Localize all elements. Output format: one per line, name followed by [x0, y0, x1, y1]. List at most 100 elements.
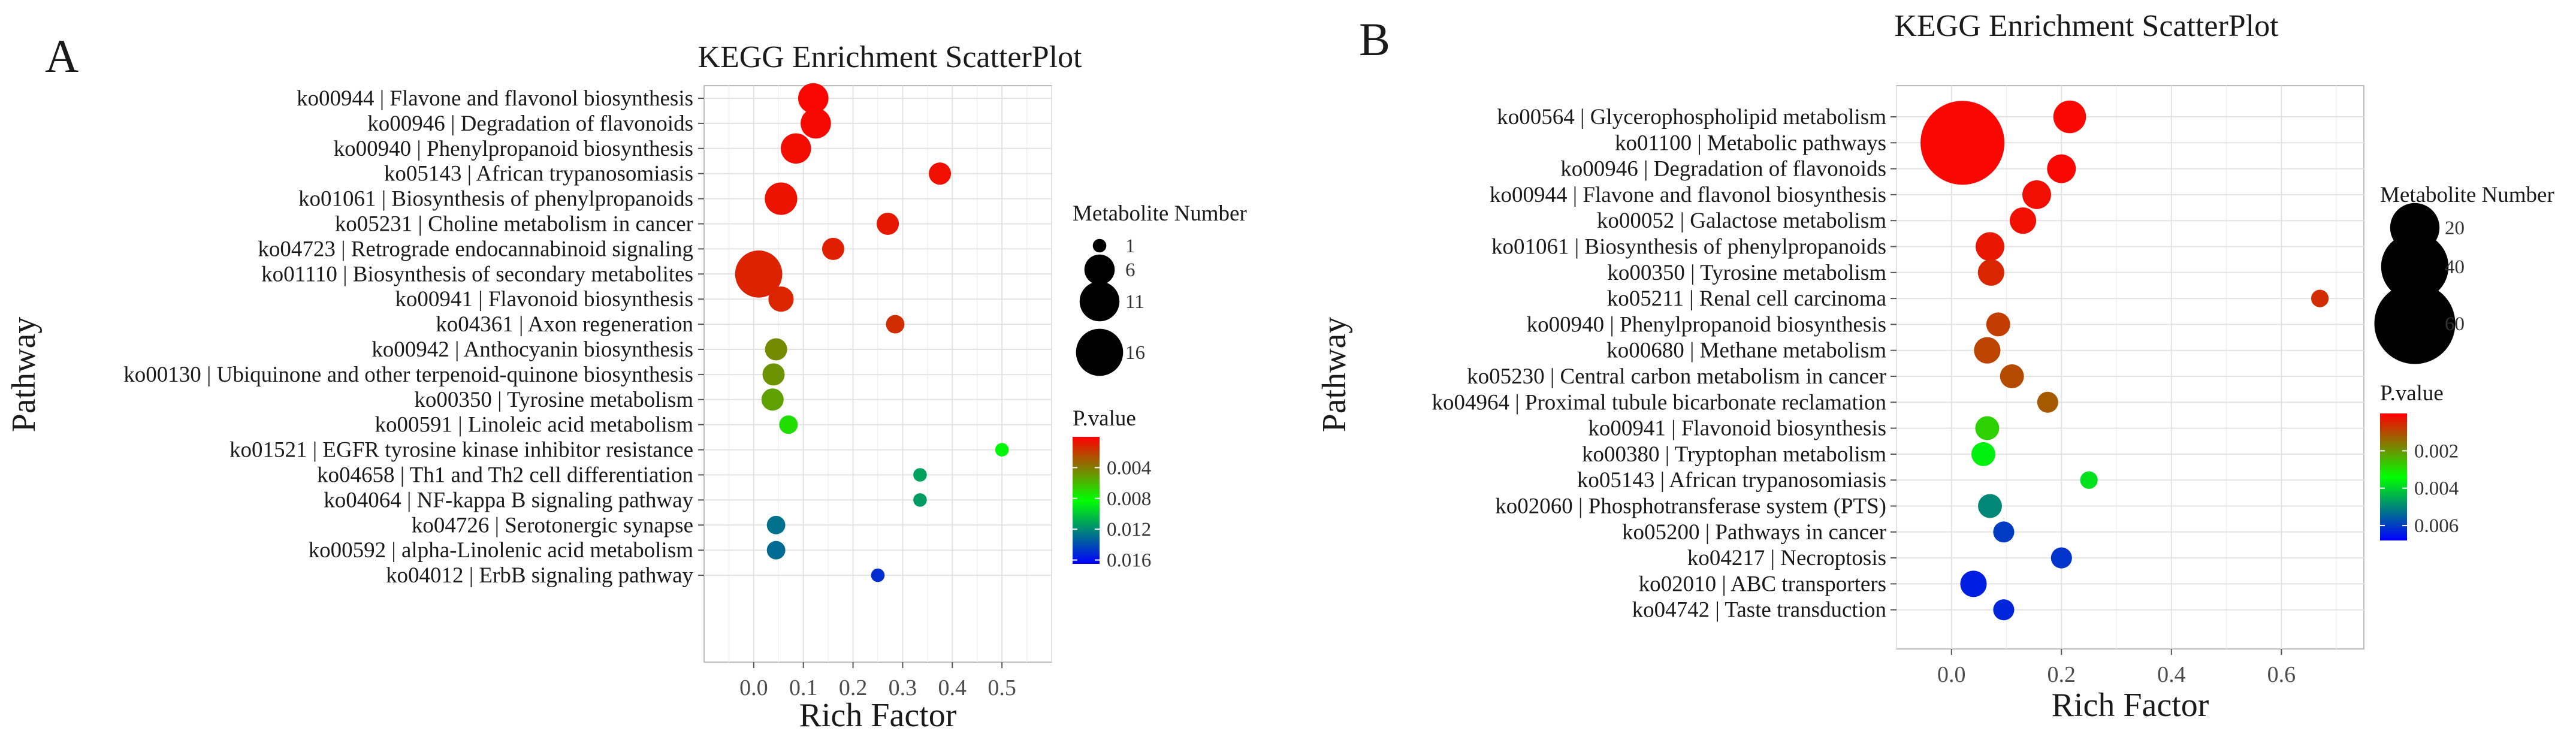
pathway-label: ko00052 | Galactose metabolism [1597, 209, 1886, 233]
pathway-label: ko00946 | Degradation of flavonoids [1560, 157, 1886, 182]
data-point [765, 338, 787, 361]
data-point [779, 415, 798, 434]
x-axis-title: Rich Factor [799, 697, 957, 734]
pathway-label: ko00944 | Flavone and flavonol biosynthe… [297, 86, 693, 111]
data-point [766, 515, 786, 534]
pathway-label: ko04964 | Proximal tubule bicarbonate re… [1432, 390, 1887, 415]
color-legend-label: 0.004 [2414, 478, 2459, 500]
data-point [1974, 337, 2001, 364]
pathway-label: ko05200 | Pathways in cancer [1622, 520, 1886, 545]
data-point [822, 237, 844, 260]
panel-b: 0.0 0.2 0.4 0.6 ko00564 | Glycerophospholipi… [1316, 9, 2554, 724]
data-point [2080, 471, 2098, 489]
data-point [1993, 521, 2015, 543]
pathway-label: ko02010 | ABC transporters [1639, 572, 1886, 596]
pathway-label: ko00350 | Tyrosine metabolism [414, 388, 693, 412]
data-point [913, 468, 927, 482]
pathway-label: ko00941 | Flavonoid biosynthesis [1588, 416, 1886, 441]
pathway-label: ko04723 | Retrograde endocannabinoid sig… [258, 237, 693, 261]
data-point [995, 443, 1009, 457]
pathway-label: ko00380 | Tryptophan metabolism [1582, 442, 1886, 467]
panel-letter-b: B [1359, 13, 1390, 65]
color-legend-title: P.value [2380, 381, 2444, 406]
size-legend-dot [1092, 238, 1107, 253]
pathway-label: ko04742 | Taste transduction [1632, 598, 1886, 623]
panel-a: 0.0 0.1 0.2 0.3 0.4 0.5 ko00944 | Flavone and … [5, 40, 1247, 734]
data-point [2053, 100, 2086, 134]
size-legend-label: 1 [1125, 235, 1136, 257]
x-tick-label: 0.5 [987, 675, 1016, 700]
size-legend-dot [1076, 328, 1124, 376]
size-legend-label: 60 [2445, 313, 2465, 335]
data-point [1975, 416, 2000, 440]
data-point [1978, 494, 2002, 518]
data-point [766, 540, 786, 560]
pathway-label: ko04064 | NF-kappa B signaling pathway [324, 488, 693, 512]
pathway-label: ko05211 | Renal cell carcinoma [1607, 286, 1886, 311]
size-legend-title: Metabolite Number [2380, 183, 2554, 207]
data-point [2311, 289, 2329, 307]
size-legend-title: Metabolite Number [1073, 201, 1247, 226]
pathway-label: ko00940 | Phenylpropanoid biosynthesis [1527, 312, 1886, 337]
data-point [1993, 599, 2015, 621]
data-point [2000, 364, 2024, 388]
x-tick-label: 0.4 [2157, 662, 2186, 687]
pathway-label: ko00940 | Phenylpropanoid biosynthesis [334, 137, 693, 161]
pathway-label: ko00591 | Linoleic acid metabolism [375, 413, 694, 437]
data-point [798, 83, 829, 114]
pathway-label: ko04012 | ErbB signaling pathway [386, 563, 694, 588]
size-legend-dot [1079, 281, 1120, 322]
data-point [1986, 312, 2010, 337]
color-legend-title: P.value [1073, 406, 1136, 431]
pathway-label: ko01521 | EGFR tyrosine kinase inhibitor… [229, 438, 693, 463]
size-legend-label: 11 [1125, 291, 1144, 313]
pathway-label: ko00942 | Anthocyanin biosynthesis [372, 337, 693, 362]
x-tick-label: 0.2 [2047, 662, 2076, 687]
y-axis-title: Pathway [1316, 317, 1353, 433]
data-point [1976, 232, 2004, 261]
data-point [1971, 442, 1995, 466]
data-point [735, 250, 783, 298]
data-point [1977, 259, 2004, 286]
data-point [871, 568, 885, 582]
chart-title: KEGG Enrichment ScatterPlot [697, 40, 1082, 74]
data-point [762, 363, 785, 386]
chart-title: KEGG Enrichment ScatterPlot [1894, 9, 2279, 43]
size-legend-label: 20 [2445, 218, 2465, 239]
pathway-label: ko00130 | Ubiquinone and other terpenoid… [123, 363, 693, 387]
data-point [2009, 207, 2037, 234]
pathway-label: ko00680 | Methane metabolism [1606, 339, 1886, 363]
x-tick-label: 0.1 [789, 675, 818, 700]
color-legend-label: 0.012 [1107, 519, 1151, 540]
data-point [1920, 101, 2005, 185]
data-point [2037, 391, 2058, 413]
x-tick-label: 0.0 [1937, 662, 1966, 687]
color-legend-label: 0.016 [1107, 550, 1151, 572]
data-point [913, 493, 927, 507]
pathway-label: ko00350 | Tyrosine metabolism [1607, 261, 1886, 285]
pathway-label: ko02060 | Phosphotransferase system (PTS… [1495, 494, 1886, 519]
color-legend-bar [1073, 437, 1100, 564]
pathway-label: ko04658 | Th1 and Th2 cell differentiati… [317, 463, 693, 488]
pathway-label: ko05143 | African trypanosomiasis [1577, 468, 1886, 493]
pathway-label: ko05143 | African trypanosomiasis [384, 162, 693, 186]
pathway-label: ko00946 | Degradation of flavonoids [367, 111, 693, 136]
x-tick-label: 0.6 [2267, 662, 2296, 687]
pathway-label: ko00941 | Flavonoid biosynthesis [395, 287, 693, 312]
pathway-label: ko04217 | Necroptosis [1687, 546, 1886, 570]
pathway-label: ko01061 | Biosynthesis of phenylpropanoi… [1491, 235, 1886, 259]
data-point [801, 108, 831, 139]
x-tick-label: 0.4 [938, 675, 967, 700]
data-point [877, 212, 899, 235]
data-point [1960, 570, 1987, 597]
color-legend-label: 0.002 [2414, 440, 2459, 462]
size-legend-dot [2374, 283, 2456, 364]
size-legend-dot [1084, 254, 1115, 285]
size-legend-dot [2381, 232, 2449, 301]
data-point [929, 162, 952, 185]
data-point [761, 388, 784, 411]
pathway-label: ko05231 | Choline metabolism in cancer [335, 212, 693, 237]
size-legend-label: 40 [2445, 256, 2465, 278]
data-point [2050, 547, 2072, 569]
